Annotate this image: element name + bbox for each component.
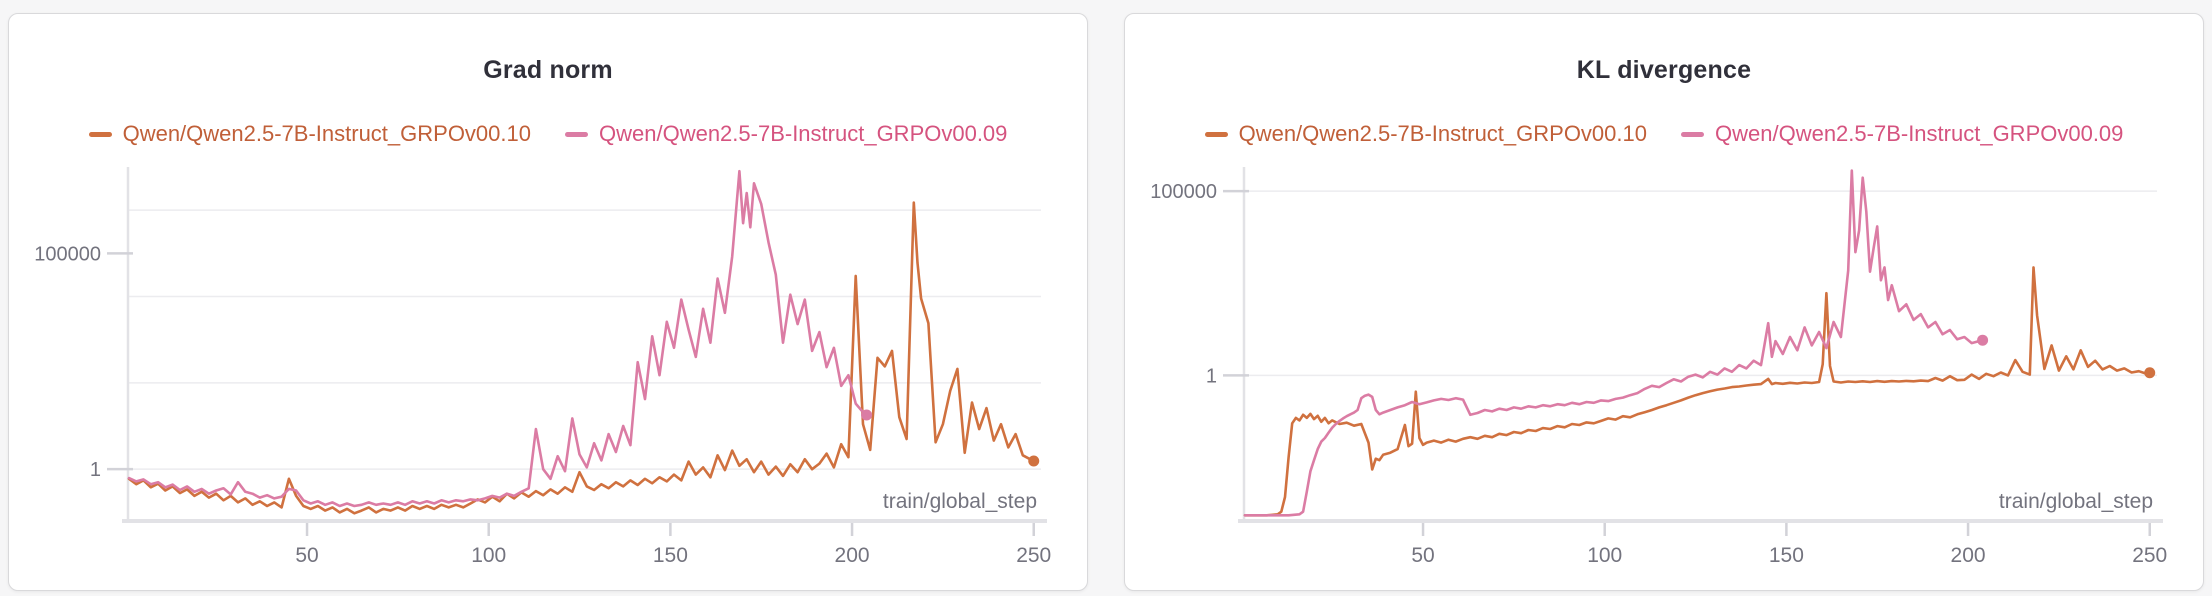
- legend-item-run-10[interactable]: Qwen/Qwen2.5-7B-Instruct_GRPOv00.10: [88, 121, 531, 147]
- legend-label: Qwen/Qwen2.5-7B-Instruct_GRPOv00.10: [122, 121, 531, 146]
- legend-item-run-09[interactable]: Qwen/Qwen2.5-7B-Instruct_GRPOv00.09: [1681, 121, 2123, 147]
- y-tick-label: 100000: [34, 243, 101, 265]
- x-tick-label: 200: [1951, 544, 1986, 567]
- x-axis-title: train/global_step: [883, 490, 1037, 513]
- series-line-1: [127, 169, 868, 508]
- y-tick-label: 100000: [1150, 181, 1217, 203]
- series-line-0: [127, 201, 1035, 515]
- series-end-dot-1: [861, 409, 873, 421]
- chart-legend: Qwen/Qwen2.5-7B-Instruct_GRPOv00.10 Qwen…: [9, 121, 1087, 147]
- page-bottom-strip: [0, 596, 2212, 602]
- legend-label: Qwen/Qwen2.5-7B-Instruct_GRPOv00.09: [599, 121, 1008, 146]
- chart-panel-kl-divergence: KL divergence Qwen/Qwen2.5-7B-Instruct_G…: [1124, 13, 2204, 591]
- chart-title: KL divergence: [1576, 56, 1752, 84]
- legend-swatch-icon: [1204, 131, 1228, 137]
- y-tick-label: 1: [90, 459, 101, 481]
- x-tick-label: 50: [1411, 544, 1434, 567]
- x-tick-label: 100: [1587, 544, 1622, 567]
- x-tick-label: 250: [1016, 544, 1051, 567]
- series-end-dot-0: [2144, 367, 2156, 379]
- x-tick-label: 100: [471, 544, 506, 567]
- y-tick-label: 1: [1206, 365, 1217, 387]
- legend-item-run-10[interactable]: Qwen/Qwen2.5-7B-Instruct_GRPOv00.10: [1204, 121, 1647, 147]
- x-tick-label: 250: [2132, 544, 2167, 567]
- series-end-dot-1: [1977, 334, 1989, 346]
- chart-panel-grad-norm: Grad norm Qwen/Qwen2.5-7B-Instruct_GRPOv…: [8, 13, 1088, 591]
- legend-swatch-icon: [1681, 131, 1704, 137]
- x-tick-label: 150: [653, 544, 688, 567]
- x-tick-label: 200: [835, 544, 870, 567]
- series-line-1: [1243, 169, 1984, 517]
- legend-swatch-icon: [88, 131, 112, 137]
- legend-swatch-icon: [565, 131, 588, 137]
- x-axis-title: train/global_step: [1999, 490, 2153, 513]
- x-tick-label: 50: [295, 544, 318, 567]
- chart-title: Grad norm: [483, 56, 613, 84]
- series-end-dot-0: [1028, 455, 1040, 467]
- chart-legend: Qwen/Qwen2.5-7B-Instruct_GRPOv00.10 Qwen…: [1125, 121, 2203, 147]
- series-line-0: [1243, 266, 2151, 517]
- x-tick-label: 150: [1769, 544, 1804, 567]
- legend-item-run-09[interactable]: Qwen/Qwen2.5-7B-Instruct_GRPOv00.09: [565, 121, 1007, 147]
- legend-label: Qwen/Qwen2.5-7B-Instruct_GRPOv00.10: [1238, 121, 1647, 146]
- legend-label: Qwen/Qwen2.5-7B-Instruct_GRPOv00.09: [1715, 121, 2124, 146]
